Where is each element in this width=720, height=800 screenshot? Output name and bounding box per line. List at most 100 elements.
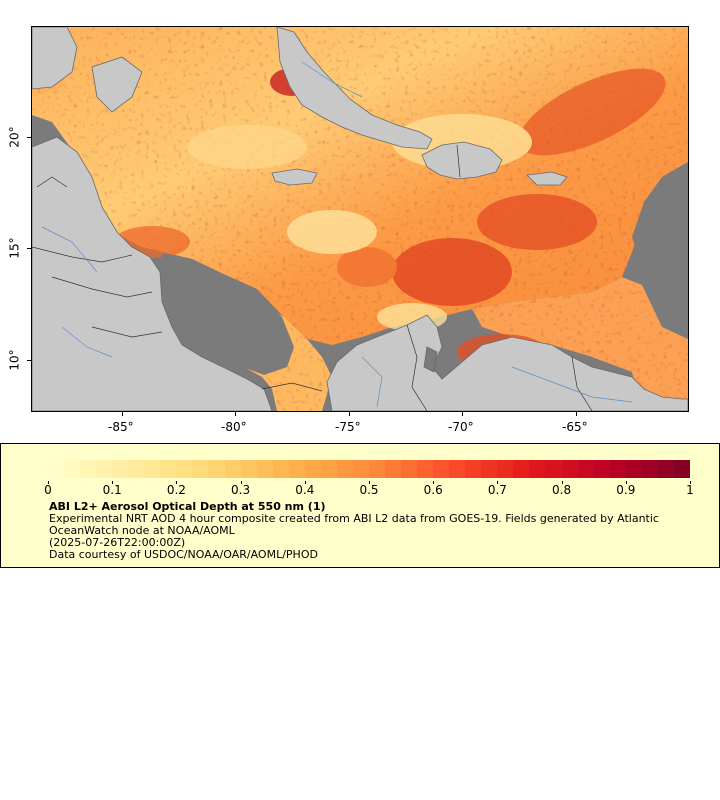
colorbar-cell	[513, 460, 530, 478]
colorbar-tick-label: 0.6	[423, 483, 443, 497]
land-central-america	[32, 136, 273, 411]
colorbar-cell	[176, 460, 193, 478]
country-border	[91, 326, 163, 338]
legend-timestamp: (2025-07-26T22:00:00Z)	[49, 536, 186, 549]
river	[61, 326, 113, 358]
land-yucatan	[32, 27, 78, 90]
colorbar-cell	[336, 460, 353, 478]
aod-field-main	[32, 27, 688, 345]
land-maracaibo-lake	[423, 346, 438, 373]
y-tick-label: 10°	[7, 349, 22, 371]
colorbar-cell	[48, 460, 65, 478]
colorbar-cell	[384, 460, 402, 478]
no-data-patch	[652, 222, 662, 234]
colorbar-cell	[256, 460, 273, 478]
country-border	[571, 356, 593, 411]
land-jamaica	[271, 168, 318, 186]
colorbar-tick-mark	[369, 481, 370, 484]
aod-field-east	[472, 277, 688, 411]
colorbar-cell	[64, 460, 81, 478]
river	[511, 366, 633, 403]
colorbar-tick-label: 0.8	[552, 483, 572, 497]
colorbar-cell	[304, 460, 321, 478]
colorbar-cell	[96, 460, 113, 478]
colorbar-cell	[417, 460, 434, 478]
colorbar-cell	[128, 460, 145, 478]
colorbar-tick-mark	[240, 481, 242, 484]
land-cuba-west	[91, 56, 143, 113]
country-border	[36, 176, 68, 188]
colorbar-cell	[192, 460, 209, 478]
colorbar-tick-label: 0.2	[166, 483, 186, 497]
colorbar-cell	[272, 460, 289, 478]
aod-low-patch	[287, 210, 377, 254]
colorbar-cell	[449, 460, 466, 478]
legend-text: ABI L2+ Aerosol Optical Depth at 550 nm …	[49, 501, 689, 561]
no-data-patch	[664, 252, 672, 260]
y-tick-mark	[27, 137, 31, 138]
colorbar-cell	[80, 460, 97, 478]
land-south-america	[326, 314, 688, 411]
colorbar-cell	[465, 460, 482, 478]
colorbar-tick-mark	[176, 481, 178, 484]
colorbar-cell	[224, 460, 241, 478]
colorbar-tick-mark	[561, 481, 563, 484]
aod-map[interactable]	[31, 26, 689, 412]
legend-credit: Data courtesy of USDOC/NOAA/OAR/AOML/PHO…	[49, 548, 318, 561]
colorbar-tick-mark	[304, 481, 306, 484]
y-tick-label: 20°	[7, 126, 22, 148]
colorbar-tick-label: 0.7	[487, 483, 507, 497]
colorbar-cell	[657, 460, 674, 478]
x-tick-label: -70°	[448, 420, 474, 434]
aod-low-patch	[187, 125, 307, 169]
colorbar-cell	[641, 460, 658, 478]
colorbar-tick-mark	[497, 481, 499, 484]
colorbar-cell	[320, 460, 337, 478]
x-tick-label: -75°	[335, 420, 361, 434]
legend-description: Experimental NRT AOD 4 hour composite cr…	[49, 512, 659, 537]
river	[41, 226, 98, 273]
colorbar-cell	[112, 460, 129, 478]
colorbar-cell	[288, 460, 305, 478]
river	[361, 356, 383, 408]
x-tick-label: -85°	[108, 420, 134, 434]
colorbar-cell	[352, 460, 369, 478]
land-puerto-rico	[526, 171, 568, 186]
colorbar-tick-mark	[625, 481, 627, 484]
legend-panel: 0 0.1 0.2 0.3 0.4 0.5 0.6 0.7 0.8 0.9 1 ABI L2+ Ae…	[0, 443, 720, 568]
legend-title: ABI L2+ Aerosol Optical Depth at 550 nm …	[49, 500, 326, 513]
colorbar-tick-mark	[690, 481, 691, 484]
colorbar-cell	[625, 460, 642, 478]
x-tick-label: -80°	[221, 420, 247, 434]
country-border	[406, 324, 428, 411]
x-tick-mark	[576, 412, 577, 416]
colorbar-tick-label: 0.4	[295, 483, 315, 497]
x-tick-label: -65°	[562, 420, 588, 434]
aod-high-patch	[337, 247, 397, 287]
colorbar-tick-label: 0.3	[231, 483, 251, 497]
land-hispaniola	[421, 141, 503, 180]
colorbar	[48, 460, 690, 478]
colorbar-tick-label: 0.1	[102, 483, 122, 497]
colorbar-cell	[160, 460, 177, 478]
country-border	[51, 276, 153, 298]
aod-high-patch	[477, 194, 597, 250]
land-cuba	[276, 27, 433, 150]
colorbar-cell	[240, 460, 257, 478]
country-border	[456, 144, 461, 178]
colorbar-cell	[401, 460, 418, 478]
colorbar-cell	[577, 460, 594, 478]
x-tick-mark	[349, 412, 350, 416]
y-tick-mark	[27, 248, 31, 249]
colorbar-cell	[561, 460, 578, 478]
y-tick-label: 15°	[7, 237, 22, 259]
aod-map-graphic	[32, 27, 688, 411]
colorbar-tick-mark	[433, 481, 435, 484]
colorbar-tick-label: 0.9	[616, 483, 636, 497]
country-border	[261, 382, 323, 392]
colorbar-tick-label: 0.5	[359, 483, 379, 497]
colorbar-cell	[144, 460, 161, 478]
colorbar-tick-label: 0	[44, 483, 52, 497]
x-tick-mark	[122, 412, 123, 416]
